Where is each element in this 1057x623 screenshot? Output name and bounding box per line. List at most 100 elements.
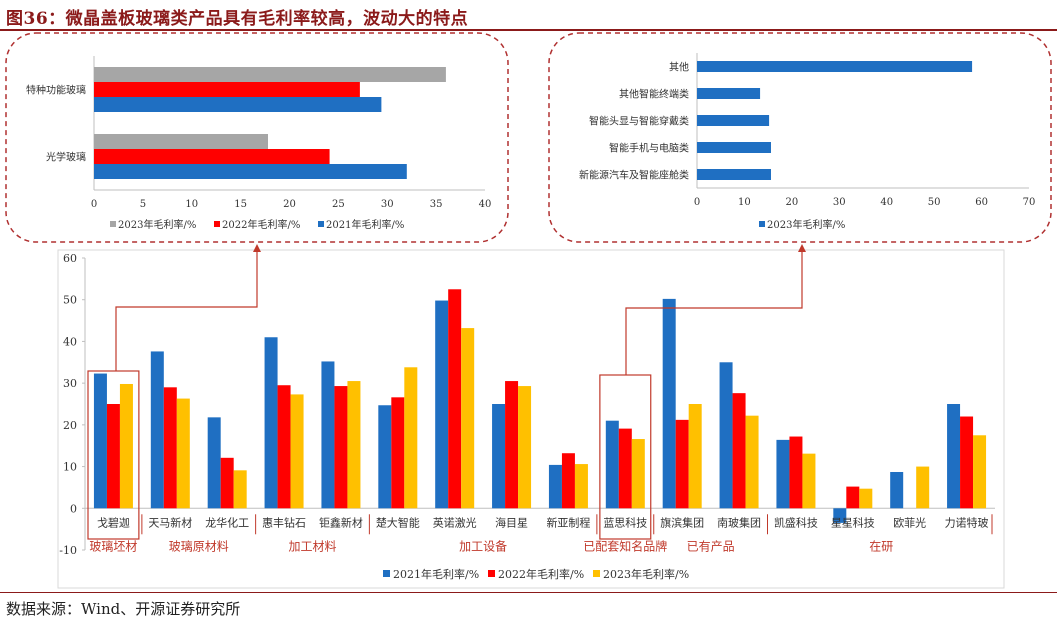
bar-戈碧迦-2021年毛利率/% xyxy=(93,373,107,509)
right-inset-legend-label: 2023年毛利率/% xyxy=(767,218,845,231)
bar-蓝思科技-2022年毛利率/% xyxy=(618,428,632,509)
title-rule xyxy=(0,29,1057,31)
bar-力诺特玻-2023年毛利率/% xyxy=(973,435,987,509)
group-label: 已配套知名品牌 xyxy=(583,538,667,553)
bar-旗滨集团-2021年毛利率/% xyxy=(662,298,676,509)
right-inset-frame xyxy=(548,32,1052,243)
bar-英诺激光-2023年毛利率/% xyxy=(461,328,475,509)
bar-旗滨集团-2022年毛利率/% xyxy=(675,419,689,509)
bar-惠丰钻石-2022年毛利率/% xyxy=(277,385,291,509)
bar-凯盛科技-2023年毛利率/% xyxy=(802,453,816,509)
legend-label: 2021年毛利率/% xyxy=(393,567,479,581)
right-inset-x-tick: 40 xyxy=(880,197,893,208)
right-inset-category: 新能源汽车及智能座舱类 xyxy=(579,169,689,182)
legend-swatch xyxy=(593,570,600,577)
right-inset-bar-新能源汽车及智能座舱类 xyxy=(697,169,771,180)
x-tick-label: 楚大智能 xyxy=(376,515,420,529)
group-label: 在研 xyxy=(869,539,893,553)
connector-left xyxy=(115,252,258,371)
bar-海目星-2021年毛利率/% xyxy=(492,404,506,509)
connector-right-arrowhead xyxy=(798,244,806,252)
bar-龙华化工-2022年毛利率/% xyxy=(220,457,234,509)
bar-欧菲光-2023年毛利率/% xyxy=(916,466,930,509)
right-inset-bar-智能手机与电脑类 xyxy=(697,142,771,153)
right-inset-chart: 0 10 20 30 40 50 60 70 其他其他智能终端类智能头显与智能穿戴类智能手机与电… xyxy=(548,32,1052,243)
bar-旗滨集团-2023年毛利率/% xyxy=(688,404,702,509)
x-tick-label: 力诺特玻 xyxy=(945,515,989,529)
main-bar-chart: -10 0 10 20 30 40 50 60 戈碧迦 天马新材 龙华化工 惠丰钻石 钜鑫新材 楚大智能英… xyxy=(57,249,1005,589)
right-inset-x-tick: 0 xyxy=(694,197,700,208)
bar-星星科技-2021年毛利率/% xyxy=(833,508,847,523)
left-inset-bar-特种功能玻璃-2022年毛利率/% xyxy=(94,82,360,97)
y-tick-label: 60 xyxy=(63,252,77,265)
bar-天马新材-2023年毛利率/% xyxy=(176,398,190,509)
bar-惠丰钻石-2023年毛利率/% xyxy=(290,394,304,509)
right-inset-category: 其他智能终端类 xyxy=(619,88,689,101)
y-tick-label: 30 xyxy=(63,377,77,390)
x-tick-label: 星星科技 xyxy=(831,515,875,529)
right-inset-x-tick: 70 xyxy=(1023,197,1036,208)
bar-南玻集团-2021年毛利率/% xyxy=(719,362,733,509)
bar-英诺激光-2021年毛利率/% xyxy=(435,300,449,509)
x-tick-label: 钜鑫新材 xyxy=(319,515,363,529)
left-inset-legend-label: 2022年毛利率/% xyxy=(222,218,300,231)
bar-新亚制程-2023年毛利率/% xyxy=(574,464,588,509)
x-tick-label: 惠丰钻石 xyxy=(262,515,306,529)
bar-南玻集团-2022年毛利率/% xyxy=(732,393,746,509)
x-tick-label: 龙华化工 xyxy=(205,515,249,529)
bar-戈碧迦-2023年毛利率/% xyxy=(119,383,133,509)
highlight-box-gebija xyxy=(87,370,140,540)
left-inset-x-tick: 30 xyxy=(381,199,394,210)
y-tick-label: 0 xyxy=(70,502,77,515)
x-tick-label: 戈碧迦 xyxy=(97,516,130,529)
bar-海目星-2022年毛利率/% xyxy=(505,381,519,509)
bar-天马新材-2022年毛利率/% xyxy=(163,387,177,509)
y-tick-label: 50 xyxy=(63,294,77,307)
bar-凯盛科技-2021年毛利率/% xyxy=(776,439,790,509)
bar-新亚制程-2021年毛利率/% xyxy=(548,464,562,509)
x-tick-label: 天马新材 xyxy=(148,515,192,529)
left-inset-category: 特种功能玻璃 xyxy=(26,84,86,97)
x-tick-label: 欧菲光 xyxy=(893,515,926,529)
bar-欧菲光-2021年毛利率/% xyxy=(890,471,904,509)
bar-星星科技-2022年毛利率/% xyxy=(846,486,860,509)
left-inset-x-tick: 10 xyxy=(185,199,198,210)
connector-left-arrowhead xyxy=(253,244,261,252)
left-inset-bar-特种功能玻璃-2021年毛利率/% xyxy=(94,97,382,112)
right-inset-bar-其他 xyxy=(697,61,973,72)
right-inset-bar-其他智能终端类 xyxy=(697,88,761,99)
left-inset-x-tick: 40 xyxy=(479,199,492,210)
left-inset-x-tick: 15 xyxy=(234,199,247,210)
main-chart-frame xyxy=(57,249,1005,589)
bar-钜鑫新材-2023年毛利率/% xyxy=(347,381,361,509)
connector-right xyxy=(625,252,803,375)
left-inset-x-tick: 20 xyxy=(283,199,296,210)
left-inset-x-tick: 5 xyxy=(140,199,146,210)
left-inset-frame xyxy=(5,32,509,243)
bar-蓝思科技-2023年毛利率/% xyxy=(631,439,645,509)
x-tick-label: 海目星 xyxy=(495,515,528,529)
y-tick-label: 10 xyxy=(63,461,77,474)
highlight-box-lens xyxy=(599,374,652,540)
right-inset-bar-智能头显与智能穿戴类 xyxy=(697,115,770,126)
bar-龙华化工-2023年毛利率/% xyxy=(233,470,247,509)
left-inset-legend-swatch xyxy=(214,221,220,227)
left-inset-bar-光学玻璃-2022年毛利率/% xyxy=(94,149,330,164)
bar-楚大智能-2021年毛利率/% xyxy=(378,405,392,509)
group-label: 加工设备 xyxy=(459,539,507,553)
legend-swatch xyxy=(383,570,390,577)
right-inset-category: 智能头显与智能穿戴类 xyxy=(589,115,689,128)
bar-惠丰钻石-2021年毛利率/% xyxy=(264,337,278,509)
inset-connectors xyxy=(115,244,806,375)
left-inset-x-tick: 0 xyxy=(91,199,97,210)
left-inset-bar-特种功能玻璃-2023年毛利率/% xyxy=(94,67,446,82)
x-tick-label: 凯盛科技 xyxy=(774,515,818,529)
legend-label: 2023年毛利率/% xyxy=(603,567,689,581)
left-inset-bar-光学玻璃-2021年毛利率/% xyxy=(94,164,407,179)
group-label: 玻璃原材料 xyxy=(169,539,229,553)
bar-新亚制程-2022年毛利率/% xyxy=(561,453,575,509)
bar-蓝思科技-2021年毛利率/% xyxy=(605,420,619,509)
y-tick-label: 40 xyxy=(63,335,77,348)
